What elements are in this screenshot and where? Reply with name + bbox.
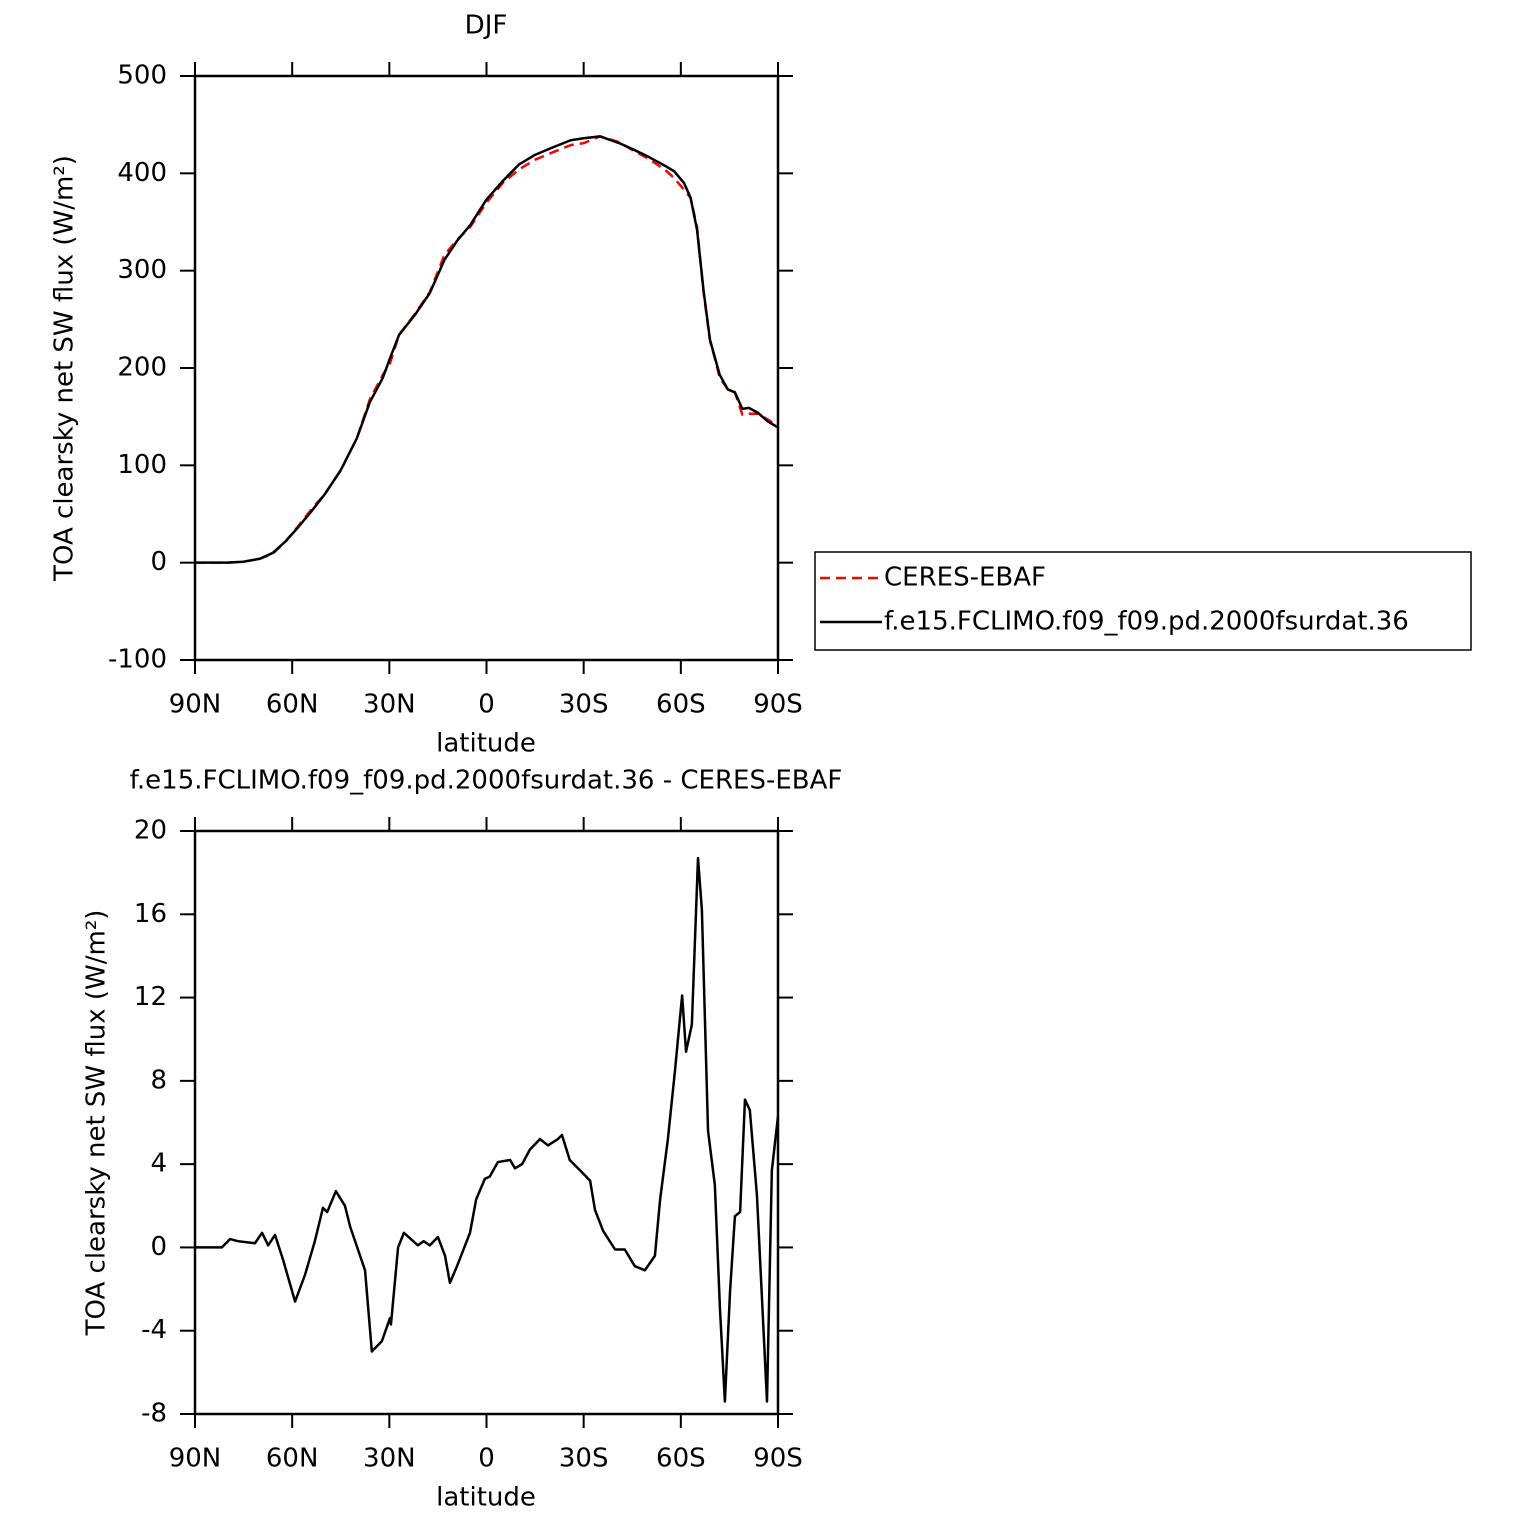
y-axis-label: TOA clearsky net SW flux (W/m²) [50,155,80,582]
x-tick-label: 30N [363,690,416,720]
x-tick-label: 0 [478,690,495,720]
x-tick-label: 60N [266,690,319,720]
x-tick-label: 90S [753,1444,803,1474]
x-tick-label: 90N [169,690,222,720]
x-tick-label: 60S [656,690,706,720]
plot-frame [193,74,780,662]
y-tick-label: 0 [150,1232,167,1262]
y-axis-label: TOA clearsky net SW flux (W/m²) [82,910,112,1337]
y-tick-label: 100 [117,450,167,480]
x-tick-label: 30S [559,690,609,720]
legend-label: CERES-EBAF [884,563,1046,593]
plot-frame [193,829,780,1416]
y-tick-label: 200 [117,353,167,383]
data-line [195,135,779,564]
y-tick-label: 4 [150,1149,167,1179]
x-tick-label: 90N [169,1444,222,1474]
y-tick-label: -8 [141,1399,167,1429]
chart-title: f.e15.FCLIMO.f09_f09.pd.2000fsurdat.36 -… [130,766,843,796]
y-tick-label: 8 [150,1065,167,1095]
x-tick-label: 30N [363,1444,416,1474]
legend-box [814,551,1472,651]
y-tick-label: 500 [117,61,167,91]
y-tick-label: 300 [117,255,167,285]
x-tick-label: 60N [266,1444,319,1474]
y-tick-label: 0 [150,547,167,577]
x-tick-label: 30S [559,1444,609,1474]
x-axis-label: latitude [436,729,536,759]
y-tick-label: -100 [108,645,167,675]
data-line [195,856,780,1403]
y-tick-label: 12 [134,982,167,1012]
x-tick-label: 0 [478,1444,495,1474]
chart-title: DJF [465,11,508,41]
y-tick-label: 400 [117,158,167,188]
x-axis-label: latitude [436,1483,536,1513]
y-tick-label: 20 [134,816,167,846]
legend-label: f.e15.FCLIMO.f09_f09.pd.2000fsurdat.36 [884,607,1409,637]
x-tick-label: 60S [656,1444,706,1474]
x-tick-label: 90S [753,690,803,720]
y-tick-label: -4 [141,1315,167,1345]
y-tick-label: 16 [134,899,167,929]
